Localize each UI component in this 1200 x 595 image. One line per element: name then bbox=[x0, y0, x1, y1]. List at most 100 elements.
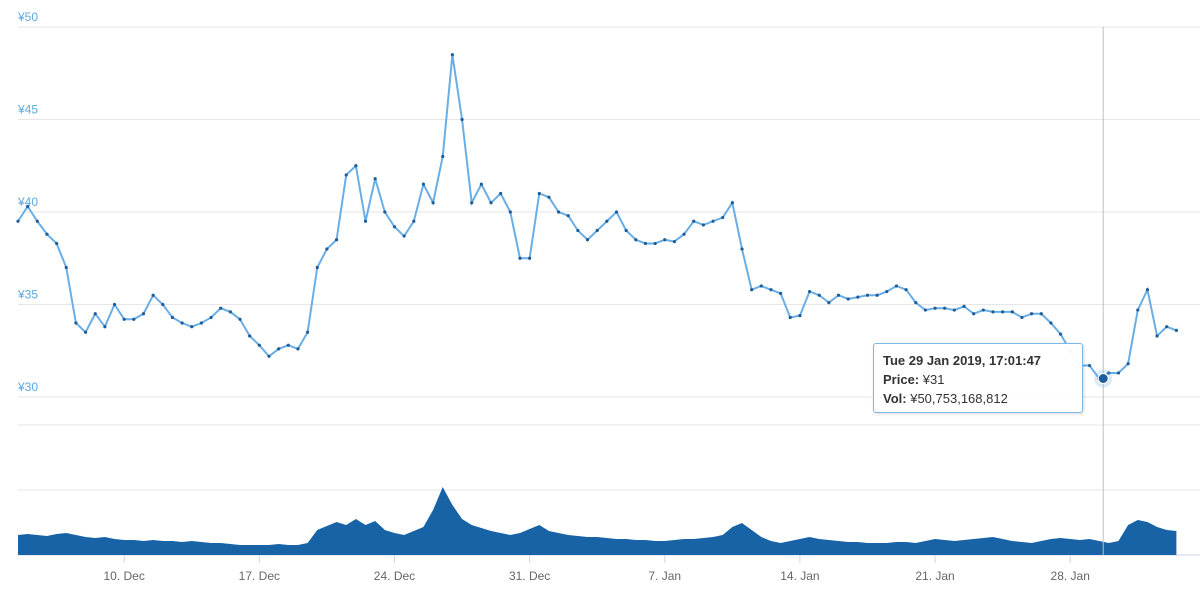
price-point bbox=[788, 315, 792, 320]
y-tick-label: ¥30 bbox=[17, 380, 38, 394]
tooltip: Tue 29 Jan 2019, 17:01:47 Price: ¥31 Vol… bbox=[873, 343, 1083, 413]
price-point bbox=[1136, 308, 1140, 312]
price-point bbox=[943, 306, 947, 310]
price-point bbox=[634, 238, 638, 242]
y-tick-label: ¥35 bbox=[17, 288, 38, 302]
price-point bbox=[865, 293, 870, 297]
price-point bbox=[286, 343, 290, 347]
price-point bbox=[817, 293, 821, 297]
price-point bbox=[1087, 363, 1092, 368]
price-point bbox=[64, 265, 68, 270]
x-tick-label: 24. Dec bbox=[374, 569, 415, 583]
tooltip-price-key: Price: bbox=[883, 372, 920, 387]
price-point bbox=[769, 288, 773, 292]
price-point bbox=[1155, 334, 1159, 338]
x-tick-label: 31. Dec bbox=[509, 569, 550, 583]
price-point bbox=[1020, 315, 1024, 320]
price-point bbox=[595, 228, 599, 233]
price-point bbox=[161, 302, 165, 307]
price-point bbox=[470, 201, 474, 205]
price-point bbox=[122, 317, 126, 321]
price-point bbox=[151, 293, 155, 297]
price-point bbox=[103, 325, 107, 329]
price-point bbox=[672, 240, 677, 244]
tooltip-date-text: Tue 29 Jan 2019, 17:01:47 bbox=[883, 353, 1042, 368]
price-point bbox=[441, 154, 445, 159]
y-tick-label: ¥50 bbox=[17, 10, 38, 24]
price-point bbox=[499, 191, 503, 196]
price-point bbox=[1049, 321, 1053, 325]
price-point bbox=[277, 347, 281, 351]
price-point bbox=[1058, 332, 1063, 336]
price-point bbox=[460, 117, 464, 122]
price-point bbox=[991, 310, 995, 314]
price-point bbox=[180, 321, 184, 325]
price-point bbox=[653, 241, 657, 246]
price-point bbox=[373, 177, 377, 181]
y-tick-label: ¥40 bbox=[17, 195, 38, 209]
price-point bbox=[16, 219, 20, 223]
price-point bbox=[576, 228, 580, 233]
price-point bbox=[1029, 312, 1034, 316]
x-tick-label: 21. Jan bbox=[915, 569, 954, 583]
price-point bbox=[190, 325, 194, 329]
price-point bbox=[1107, 371, 1111, 375]
price-point bbox=[547, 195, 551, 199]
price-point bbox=[904, 288, 908, 292]
y-tick-label: ¥45 bbox=[17, 103, 38, 117]
price-point bbox=[402, 234, 406, 238]
price-point bbox=[1116, 371, 1121, 375]
price-point bbox=[325, 247, 329, 251]
price-point bbox=[962, 304, 966, 308]
price-point bbox=[305, 330, 310, 334]
price-point bbox=[35, 219, 39, 223]
price-point bbox=[759, 284, 763, 288]
x-tick-label: 17. Dec bbox=[239, 569, 280, 583]
price-point bbox=[827, 301, 831, 305]
price-point bbox=[972, 312, 976, 316]
price-point bbox=[431, 201, 435, 205]
price-point bbox=[489, 201, 493, 205]
tooltip-date: Tue 29 Jan 2019, 17:01:47 bbox=[883, 351, 1073, 370]
price-point bbox=[518, 256, 522, 260]
price-point bbox=[798, 314, 802, 318]
price-point bbox=[363, 219, 368, 223]
tooltip-price-value: ¥31 bbox=[922, 372, 945, 387]
price-point bbox=[421, 182, 426, 186]
price-point bbox=[383, 210, 387, 214]
price-point bbox=[1126, 362, 1130, 366]
price-point bbox=[614, 210, 619, 214]
price-point bbox=[643, 241, 648, 246]
price-point bbox=[479, 182, 483, 186]
price-point bbox=[26, 204, 30, 209]
volume-area bbox=[18, 487, 1177, 555]
x-tick-label: 14. Jan bbox=[780, 569, 819, 583]
price-point bbox=[238, 317, 242, 321]
price-point bbox=[344, 173, 348, 177]
price-point bbox=[132, 317, 136, 321]
price-point bbox=[1165, 325, 1169, 329]
price-point bbox=[296, 347, 300, 351]
price-point bbox=[354, 164, 358, 168]
price-point bbox=[267, 354, 271, 358]
price-point bbox=[392, 225, 397, 229]
price-point bbox=[692, 219, 696, 223]
price-point bbox=[711, 219, 715, 223]
price-point bbox=[334, 238, 339, 242]
price-point bbox=[721, 215, 725, 220]
price-point bbox=[807, 289, 812, 294]
x-tick-label: 7. Jan bbox=[648, 569, 681, 583]
price-point bbox=[219, 306, 223, 310]
price-point bbox=[1010, 310, 1014, 314]
price-point bbox=[779, 291, 783, 295]
price-point bbox=[83, 330, 88, 334]
price-line bbox=[17, 54, 1177, 380]
price-point bbox=[846, 297, 850, 301]
price-point bbox=[112, 302, 117, 307]
price-point bbox=[1001, 310, 1005, 314]
price-point bbox=[923, 308, 928, 312]
price-point bbox=[981, 308, 985, 312]
price-point bbox=[856, 295, 860, 299]
price-point bbox=[730, 201, 734, 205]
